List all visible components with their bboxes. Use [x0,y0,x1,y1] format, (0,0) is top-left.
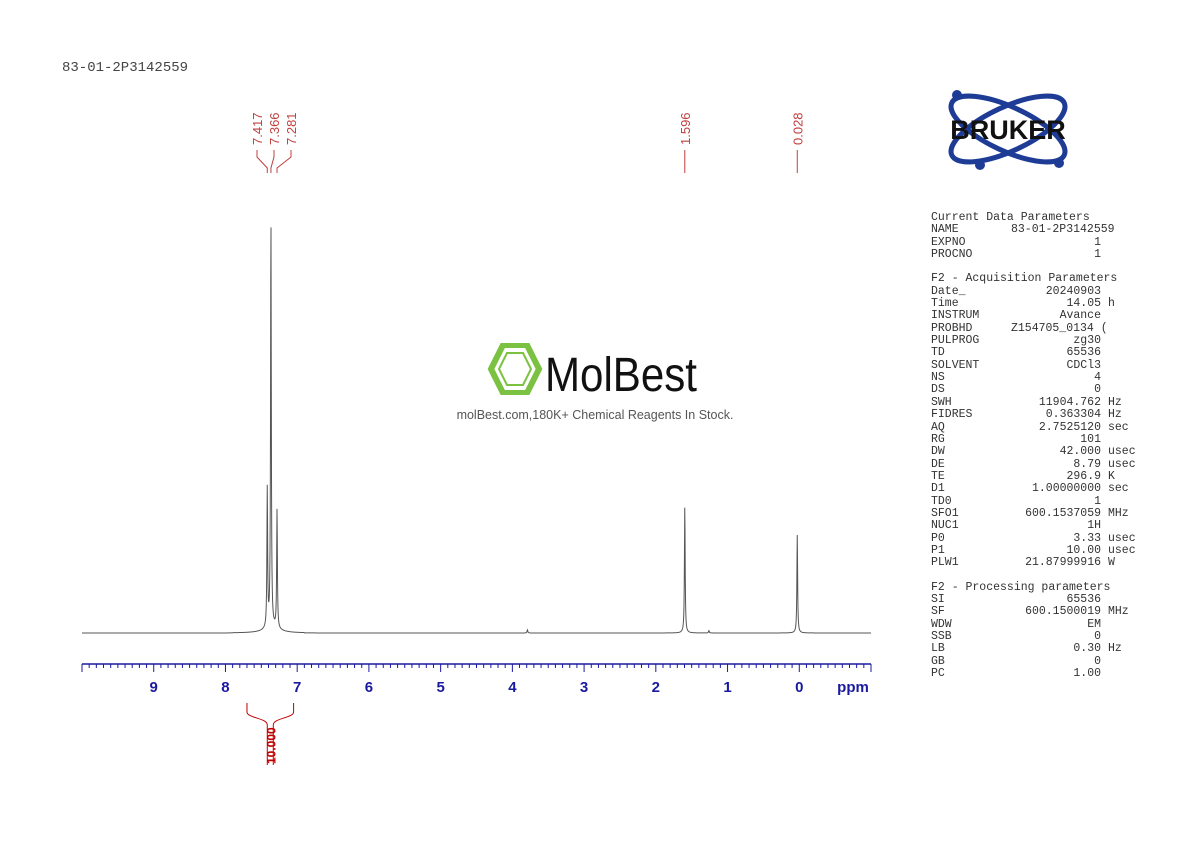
param-row: SFO1 600.1537059 MHz [931,506,1129,520]
molbest-watermark: MolBest molBest.com,180K+ Chemical Reage… [440,342,750,422]
bruker-logo: BRUKER [948,90,1068,170]
peak-label: 7.417 [250,112,265,145]
param-row: DW 42.000 usec [931,445,1136,459]
molbest-logo: MolBest [487,342,697,402]
param-row: D1 1.00000000 sec [931,482,1129,496]
x-tick-label: 0 [795,679,803,696]
x-tick-label: 2 [652,679,660,696]
x-tick-label: 1 [723,679,731,696]
bruker-wordmark: BRUKER [950,115,1066,145]
param-row: PROBHD Z154705_0134 ( [931,321,1108,335]
param-row: SWH 11904.762 Hz [931,395,1122,409]
param-row: FIDRES 0.363304 Hz [931,408,1122,422]
param-row: TE 296.9 K [931,469,1115,483]
param-section-title: F2 - Acquisition Parameters [931,272,1118,286]
watermark-text: molBest.com,180K+ Chemical Reagents In S… [456,408,734,422]
peak-label: 1.596 [678,112,693,145]
param-row: SI 65536 [931,592,1101,606]
param-row: SOLVENT CDCl3 [931,358,1101,372]
param-row: INSTRUM Avance [931,309,1101,323]
param-row: SF 600.1500019 MHz [931,605,1129,619]
svg-text:MolBest: MolBest [545,349,697,395]
param-row: WDW EM [931,617,1101,631]
param-row: P0 3.33 usec [931,531,1136,545]
peak-label-connector [256,150,268,173]
param-row: PULPROG zg30 [931,334,1101,348]
param-row: LB 0.30 Hz [931,642,1122,656]
peak-label: 7.281 [284,112,299,145]
x-tick-label: 7 [293,679,301,696]
param-row: NAME 83-01-2P3142559 [931,223,1115,237]
param-section-title: F2 - Processing parameters [931,580,1111,594]
integral-value: 10.000 [264,727,278,764]
param-row: EXPNO 1 [931,235,1101,249]
x-tick-label: 9 [150,679,158,696]
x-tick-label: 4 [508,679,517,696]
x-tick-label: 3 [580,679,588,696]
param-row: AQ 2.7525120 sec [931,420,1129,434]
param-row: NUC1 1H [931,519,1101,533]
x-tick-label: 5 [436,679,444,696]
param-row: DS 0 [931,383,1101,397]
x-tick-label: 6 [365,679,373,696]
peak-label-connector [276,150,292,173]
acquisition-parameters: Current Data Parameters NAME 83-01-2P31425… [931,211,1136,681]
param-row: GB 0 [931,654,1101,668]
param-row: P1 10.00 usec [931,543,1136,557]
param-row: NS 4 [931,371,1101,385]
param-row: DE 8.79 usec [931,457,1136,471]
peak-label: 7.366 [267,112,282,145]
param-row: SSB 0 [931,630,1101,643]
param-row: Date_ 20240903 [931,284,1101,298]
peak-label-connector [270,150,275,173]
peak-label: 0.028 [790,112,805,145]
param-row: PROCNO 1 [931,248,1101,262]
param-row: RG 101 [931,432,1101,446]
sample-id: 83-01-2P3142559 [62,60,189,76]
param-row: Time 14.05 h [931,297,1115,311]
spectrum-line [82,227,871,634]
param-section-title: Current Data Parameters [931,211,1090,224]
integral-bracket [246,703,295,765]
param-row: PC 1.00 [931,667,1101,681]
param-row: TD0 1 [931,494,1101,508]
x-tick-label: 8 [221,679,229,696]
param-row: TD 65536 [931,346,1101,360]
x-axis-label: ppm [837,679,869,696]
param-row: PLW1 21.87999916 W [931,556,1115,570]
